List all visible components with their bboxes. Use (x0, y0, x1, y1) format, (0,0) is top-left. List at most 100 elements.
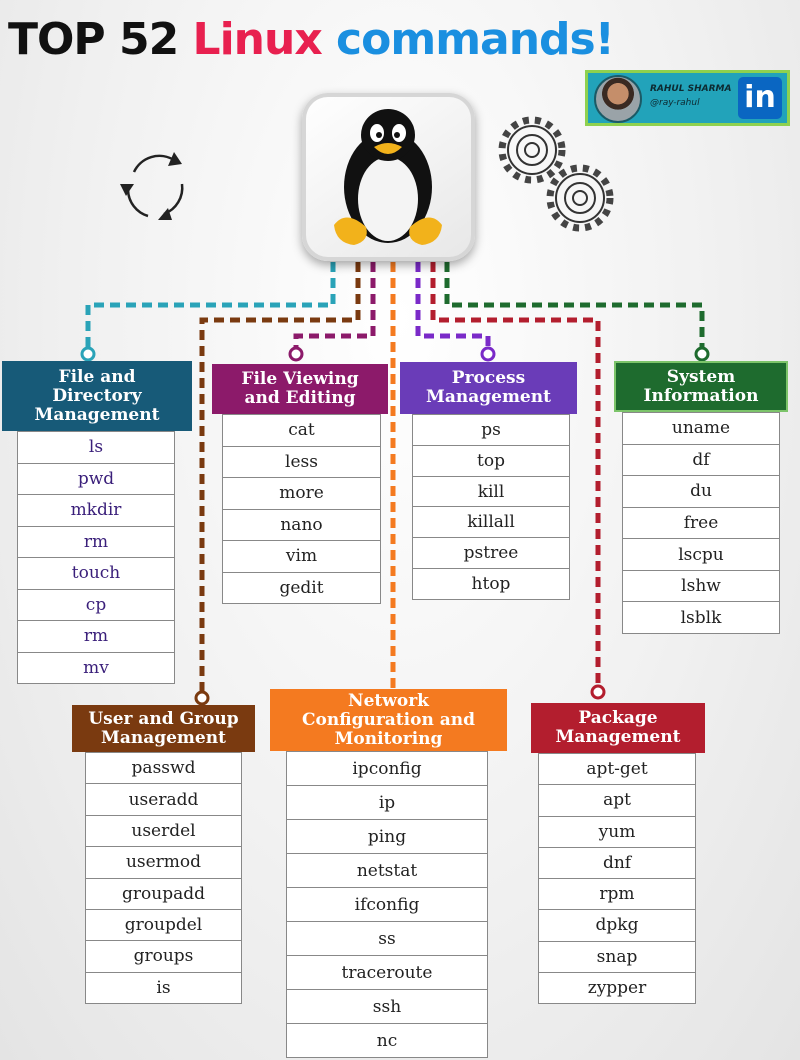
command-cat: cat (223, 415, 380, 447)
command-mv: mv (83, 657, 109, 678)
command-groupadd: groupadd (86, 879, 241, 910)
connector-node-file-view (288, 346, 304, 362)
category-user-group-management: User and Group Management (72, 705, 255, 752)
category-title-line: Network (348, 690, 429, 711)
command-passwd: passwd (86, 753, 241, 785)
category-network-configuration-monitoring: Network Configuration and Monitoring (270, 689, 507, 751)
category-title-line: File Viewing (241, 369, 359, 389)
command-traceroute: traceroute (287, 956, 487, 990)
command-groups: groups (86, 941, 241, 973)
command-userdel: userdel (86, 816, 241, 848)
command-list-user-group: passwd useradd userdel usermod groupadd … (85, 752, 242, 1004)
command-netstat: netstat (287, 854, 487, 888)
command-snap: snap (539, 942, 695, 973)
category-title-line: and Editing (244, 388, 356, 408)
category-file-viewing-editing: File Viewing and Editing (212, 364, 388, 414)
command-list-process: ps top kill killall pstree htop (412, 414, 570, 600)
command-list-system: uname df du free lscpu lshw lsblk (622, 412, 780, 634)
command-zypper: zypper (587, 977, 647, 998)
command-yum: yum (539, 817, 695, 848)
connector-node-file-dir (80, 346, 96, 362)
connector-user-group (199, 262, 361, 696)
command-df: df (623, 445, 779, 477)
command-gedit: gedit (279, 577, 324, 598)
category-title-line: System (666, 366, 736, 387)
connector-node-system (694, 346, 710, 362)
command-usermod: usermod (86, 847, 241, 879)
command-ss: ss (287, 922, 487, 956)
category-title-line: Management (426, 387, 551, 407)
command-vim: vim (223, 541, 380, 573)
tux-logo-frame (302, 93, 475, 261)
command-nc: nc (376, 1030, 398, 1051)
category-title-line: Monitoring (334, 728, 443, 749)
command-mkdir: mkdir (18, 495, 174, 527)
command-rm-2: rm (18, 621, 174, 653)
command-ps: ps (413, 415, 569, 446)
category-title-line: Package (578, 708, 658, 728)
command-uname: uname (623, 413, 779, 445)
command-rpm: rpm (539, 879, 695, 911)
command-killall: killall (413, 507, 569, 539)
command-nano: nano (223, 510, 380, 541)
command-ping: ping (287, 820, 487, 854)
command-kill: kill (413, 477, 569, 508)
category-process-management: Process Management (400, 362, 577, 414)
avatar (594, 75, 642, 123)
command-more: more (223, 478, 380, 510)
author-badge[interactable]: RAHUL SHARMA @ray-rahul in (585, 70, 790, 126)
refresh-cycle-icon (120, 152, 184, 220)
connector-file-view (293, 262, 376, 352)
command-top: top (413, 446, 569, 477)
connector-node-package (590, 684, 606, 700)
tux-penguin-icon (334, 109, 442, 245)
command-du: du (623, 476, 779, 508)
category-title-line: Management (101, 727, 226, 748)
connector-process (415, 262, 491, 352)
command-ifconfig: ifconfig (287, 888, 487, 922)
category-title-line: Configuration and (302, 709, 475, 730)
category-title-line: Directory (52, 385, 142, 406)
category-title-line: Information (643, 385, 759, 406)
category-title-line: User and Group (88, 708, 239, 729)
command-pstree: pstree (413, 538, 569, 570)
command-touch: touch (18, 558, 174, 590)
command-is: is (156, 977, 171, 998)
connector-system (444, 262, 705, 352)
title-linux: Linux (192, 14, 323, 65)
category-title-line: Management (555, 727, 681, 747)
author-name: RAHUL SHARMA (650, 84, 732, 94)
command-useradd: useradd (86, 784, 241, 816)
command-list-file-directory: ls pwd mkdir rm touch cp rm mv (17, 431, 175, 684)
command-dnf: dnf (539, 848, 695, 879)
connector-package (430, 262, 601, 690)
command-dpkg: dpkg (539, 910, 695, 942)
category-package-management: Package Management (531, 703, 705, 753)
command-groupdel: groupdel (86, 910, 241, 942)
command-lshw: lshw (623, 571, 779, 603)
connector-node-process (480, 346, 496, 362)
command-lscpu: lscpu (623, 539, 779, 571)
category-title-line: Management (34, 404, 160, 425)
command-lsblk: lsblk (680, 607, 722, 628)
command-ipconfig: ipconfig (287, 752, 487, 786)
title-top-52: TOP 52 (8, 14, 179, 65)
command-cp: cp (18, 590, 174, 621)
linkedin-icon[interactable]: in (738, 77, 782, 119)
command-ls: ls (18, 432, 174, 464)
command-ssh: ssh (287, 990, 487, 1024)
gears-icon (498, 116, 614, 232)
connector-file-dir (85, 262, 336, 352)
command-apt-get: apt-get (539, 754, 695, 786)
category-file-directory-management: File and Directory Management (2, 361, 192, 431)
command-pwd: pwd (18, 464, 174, 495)
command-rm: rm (18, 527, 174, 558)
command-list-network: ipconfig ip ping netstat ifconfig ss tra… (286, 751, 488, 1058)
command-list-package: apt-get apt yum dnf rpm dpkg snap zypper (538, 753, 696, 1004)
category-title-line: Process (451, 368, 526, 388)
command-ip: ip (287, 786, 487, 820)
author-handle: @ray-rahul (650, 98, 700, 108)
category-title-line: File and (58, 366, 136, 387)
command-free: free (623, 508, 779, 540)
